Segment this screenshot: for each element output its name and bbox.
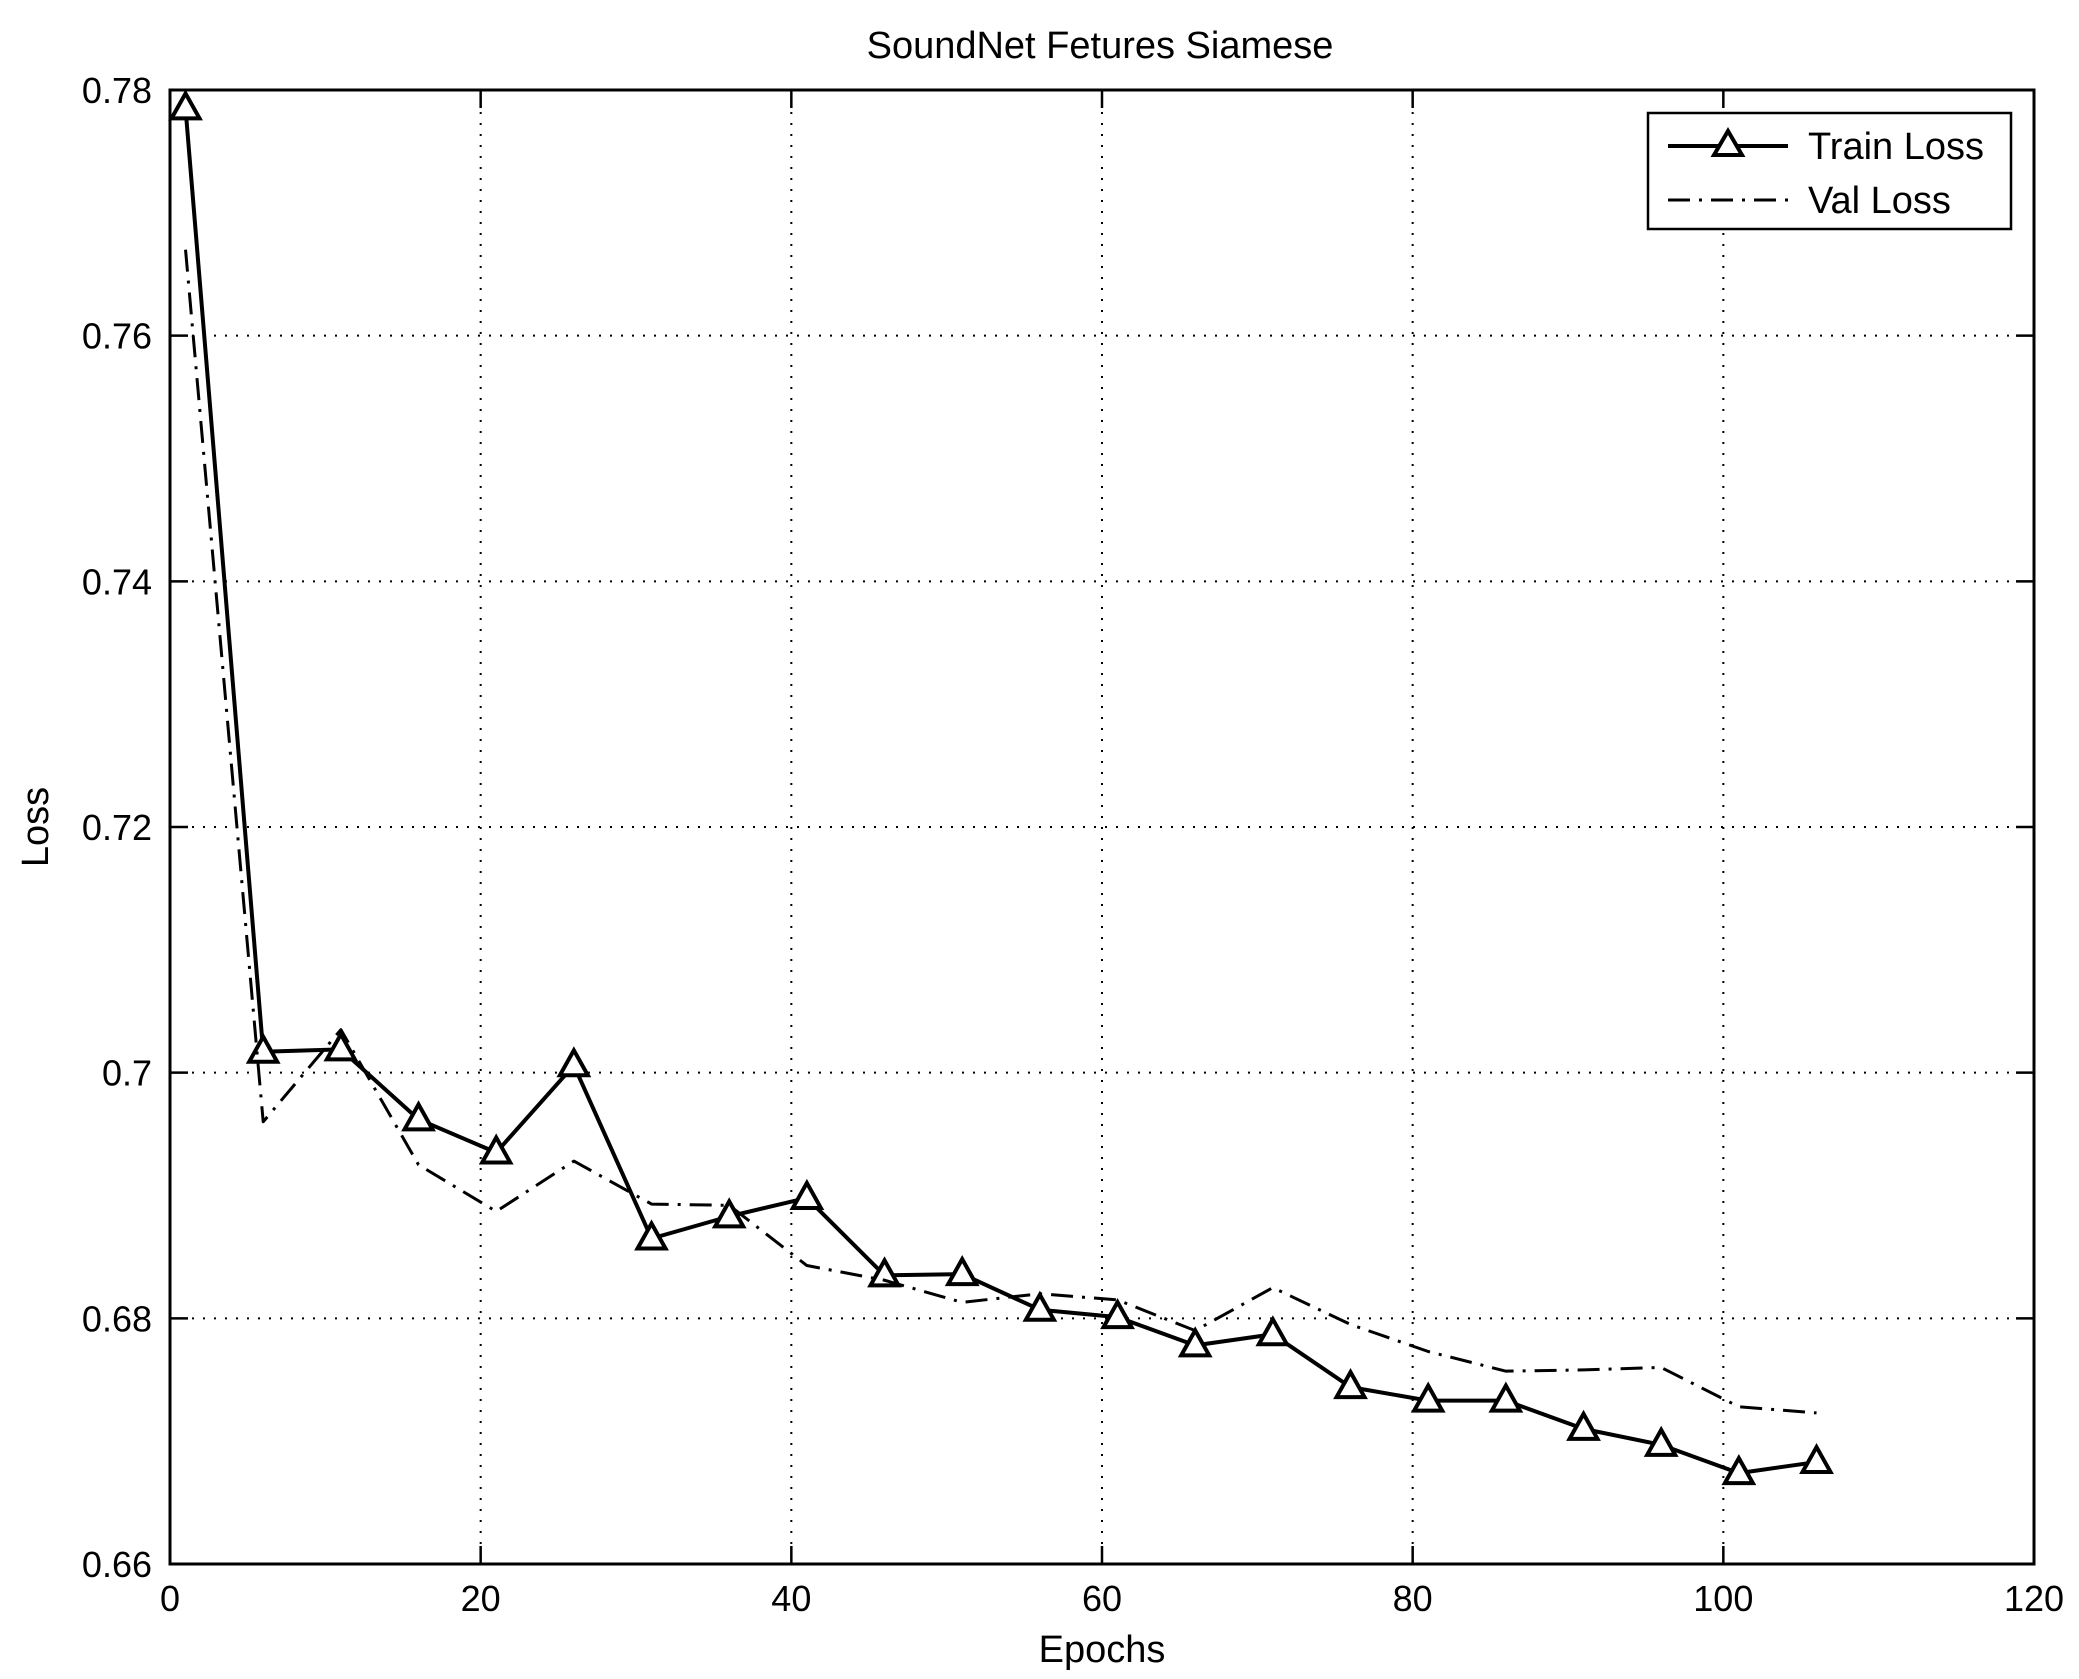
y-tick-label: 0.78 xyxy=(82,70,152,111)
x-tick-label: 40 xyxy=(771,1578,811,1619)
y-tick-label: 0.76 xyxy=(82,316,152,357)
y-tick-label: 0.74 xyxy=(82,561,152,602)
legend-train-label: Train Loss xyxy=(1808,126,1984,168)
train-loss-point xyxy=(1100,1298,1135,1330)
train-loss-point xyxy=(478,1133,514,1165)
y-tick-label: 0.72 xyxy=(82,807,152,848)
train-loss-point xyxy=(401,1100,436,1132)
val-loss-line xyxy=(184,249,1817,1415)
train-loss-point xyxy=(1022,1290,1058,1322)
series-layer xyxy=(168,89,1834,1486)
x-tick-label: 60 xyxy=(1082,1578,1122,1619)
chart-title: SoundNet Fetures Siamese xyxy=(867,25,1334,67)
legend-box xyxy=(1646,111,2013,231)
train-loss-point xyxy=(556,1046,592,1078)
x-tick-label: 20 xyxy=(461,1578,501,1619)
train-loss-point xyxy=(789,1178,825,1210)
train-loss-point xyxy=(1566,1409,1601,1441)
x-axis-label: Epochs xyxy=(1039,1629,1166,1671)
legend-val-label: Val Loss xyxy=(1808,180,1951,222)
grid-lines xyxy=(170,90,2034,1564)
x-tick-label: 80 xyxy=(1393,1578,1433,1619)
train-loss-point xyxy=(1488,1381,1524,1413)
y-tick-label: 0.68 xyxy=(82,1298,152,1339)
x-tick-label: 0 xyxy=(160,1578,180,1619)
train-loss-line xyxy=(183,108,1817,1476)
train-loss-point xyxy=(168,89,203,121)
train-loss-point xyxy=(1333,1368,1368,1400)
axis-ticks: 0 20 40 60 80 100 120 0.66 0.68 0.7 0.72 0.74 0.76 0.… xyxy=(82,70,2064,1619)
x-tick-label: 120 xyxy=(2004,1578,2064,1619)
train-loss-point xyxy=(1177,1326,1213,1358)
train-loss-point xyxy=(1721,1454,1757,1486)
train-loss-point xyxy=(245,1032,281,1064)
legend-train-marker xyxy=(1710,127,1746,157)
x-tick-label: 100 xyxy=(1693,1578,1753,1619)
train-loss-point xyxy=(944,1255,980,1287)
train-loss-point xyxy=(1643,1425,1679,1457)
train-loss-point xyxy=(711,1197,747,1229)
train-loss-point xyxy=(867,1256,902,1288)
train-loss-point xyxy=(634,1219,669,1251)
train-loss-point xyxy=(1410,1381,1446,1413)
train-loss-point xyxy=(323,1030,359,1062)
train-loss-point xyxy=(1255,1315,1291,1347)
y-tick-label: 0.66 xyxy=(82,1544,152,1585)
legend: Train Loss Val Loss xyxy=(1646,111,2013,231)
y-tick-label: 0.7 xyxy=(102,1053,152,1094)
train-loss-point xyxy=(1799,1442,1834,1475)
y-axis-label: Loss xyxy=(15,787,57,867)
